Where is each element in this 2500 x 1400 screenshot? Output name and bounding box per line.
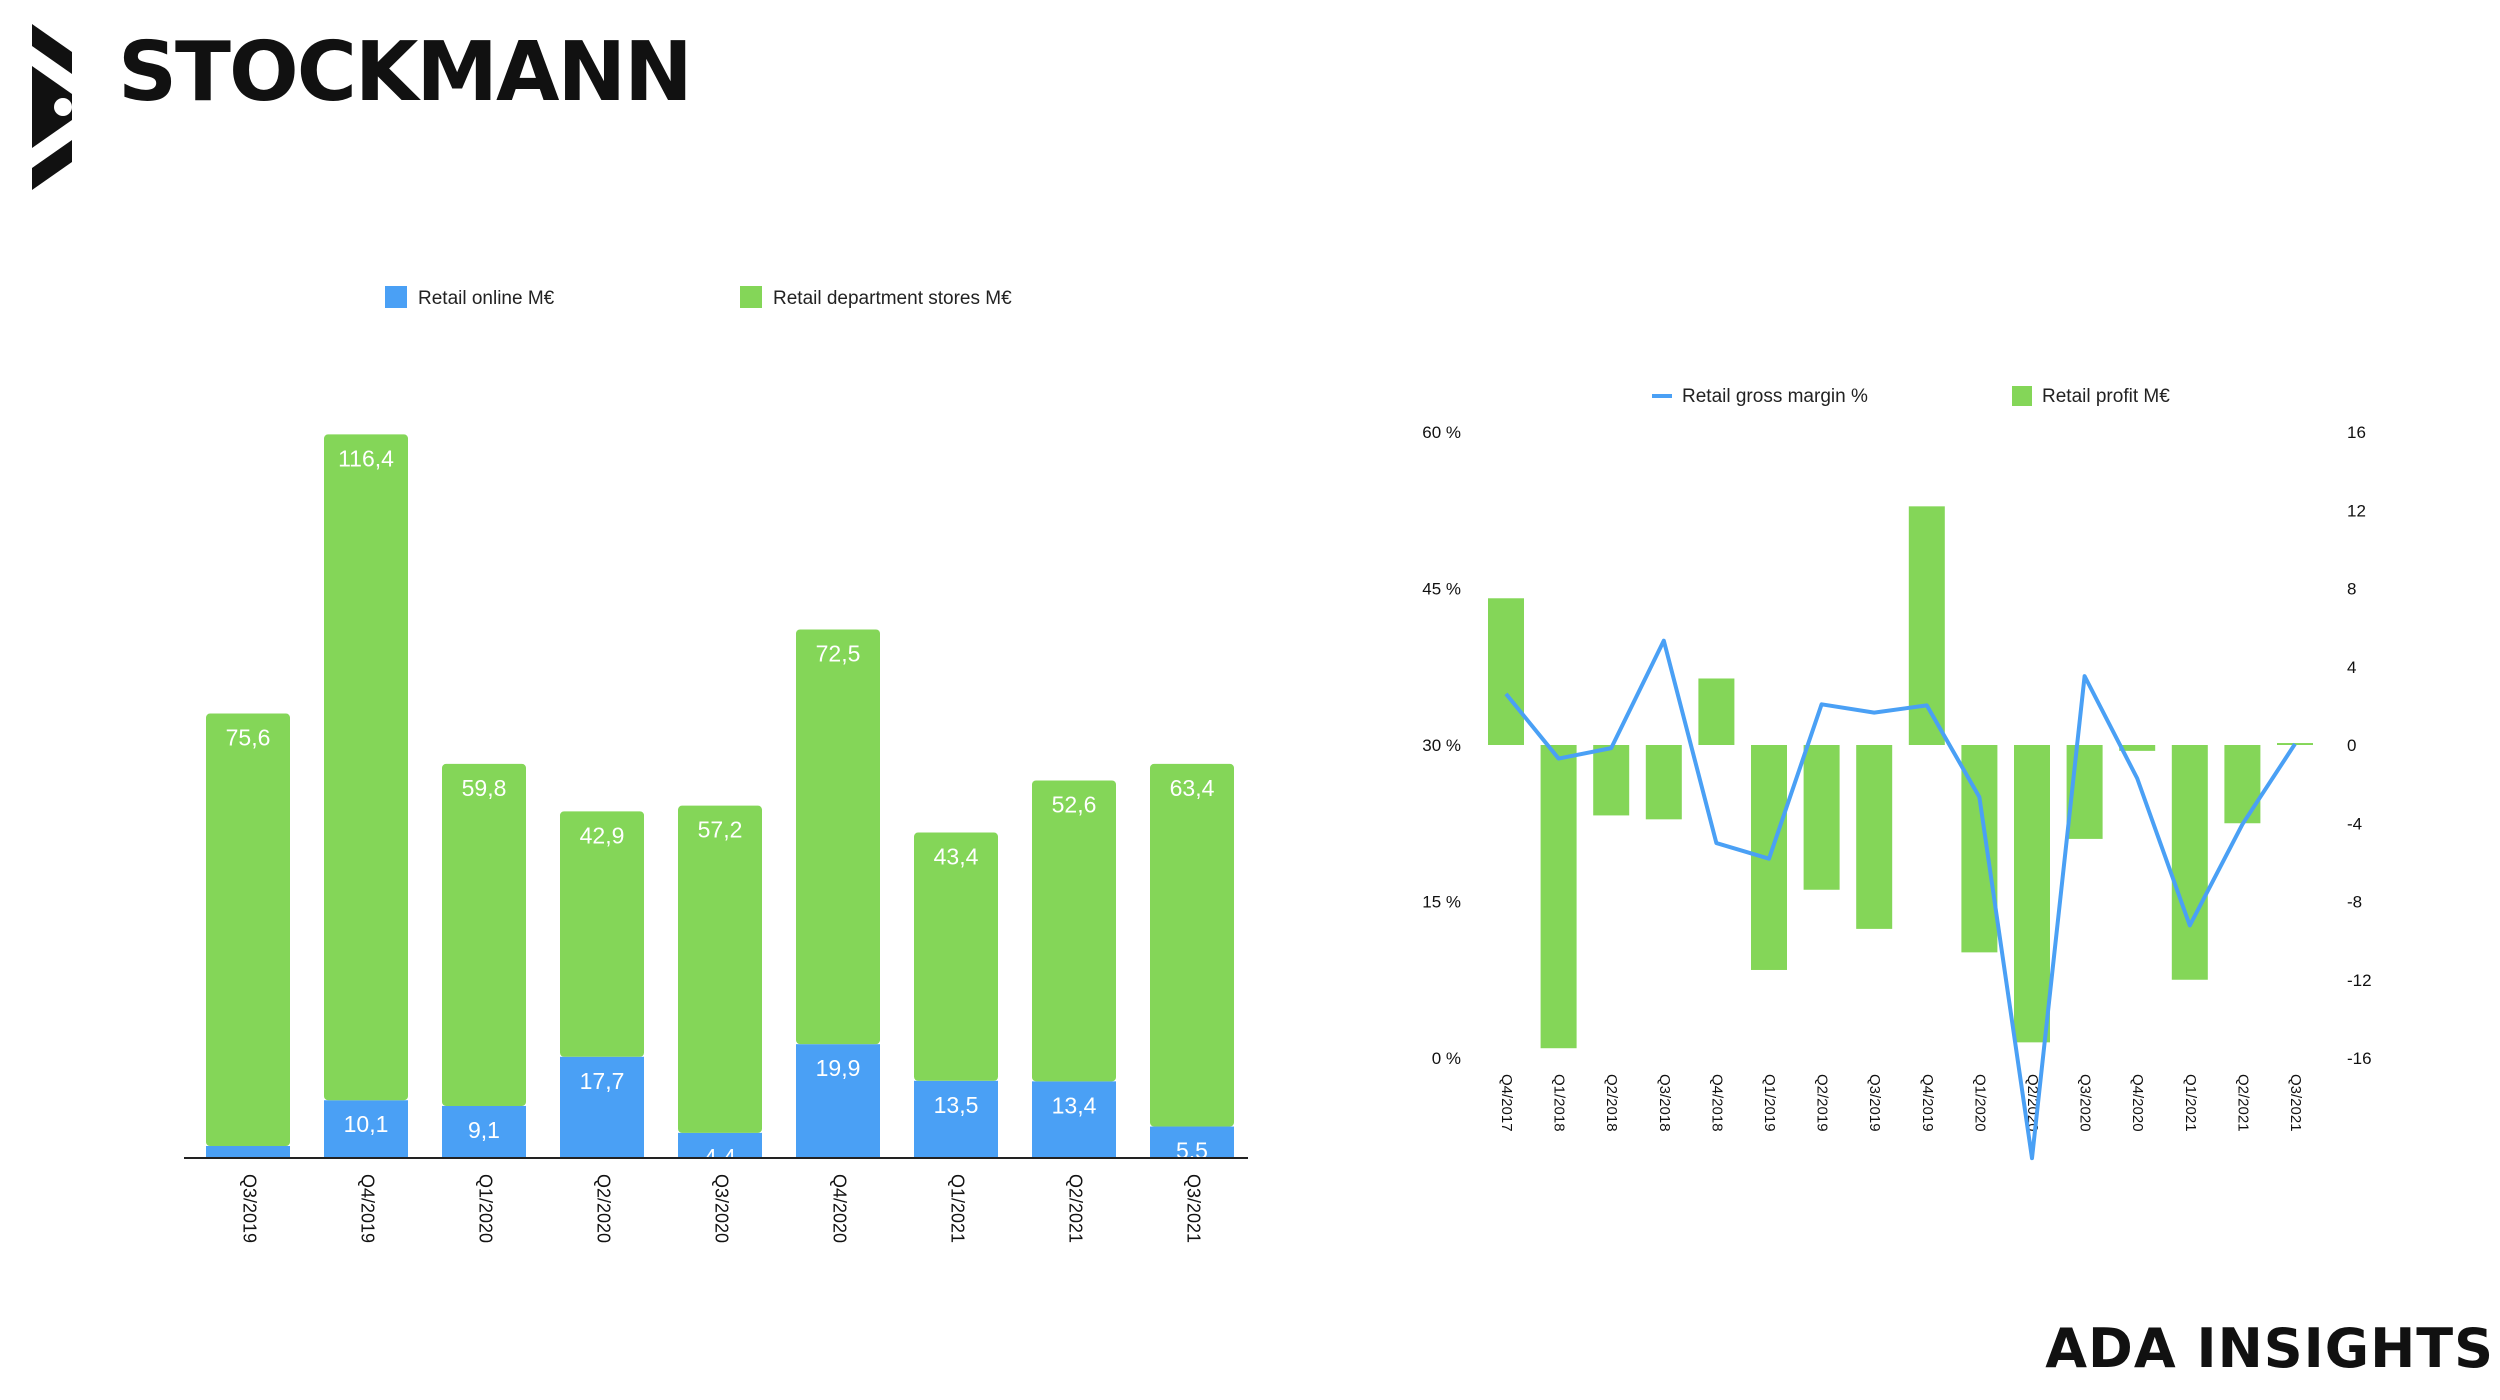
x-tick-label: Q3/2020 [711,1174,731,1243]
bar-profit [2119,745,2156,751]
x-tick-label: Q3/2020 [2077,1074,2094,1132]
legend-label-online: Retail online M€ [418,288,555,309]
bar-profit [2171,745,2208,980]
data-label-stores: 42,9 [580,822,625,848]
bar-profit [1803,745,1840,890]
bar-stores [796,629,880,1045]
bar-profit [1488,598,1524,745]
right-y-tick: -16 [2347,1049,2372,1068]
x-tick-label: Q3/2019 [239,1174,259,1243]
right-y-tick: -8 [2347,893,2362,912]
x-tick-label: Q2/2018 [1603,1074,1620,1132]
x-tick-label: Q3/2021 [2287,1074,2304,1132]
right-y-tick: 16 [2347,423,2366,442]
bar-profit [1645,745,1682,820]
bar-stores [914,832,998,1081]
data-label-online: 13,4 [1052,1092,1097,1118]
data-label-online: 9,1 [468,1117,500,1143]
retail-margin-profit-chart: Retail gross margin % Retail profit M€ 0 %… [1422,386,2372,1161]
bar-profit [1593,745,1630,816]
x-tick-label: Q4/2020 [2129,1074,2146,1132]
x-tick-label: Q3/2021 [1183,1174,1203,1243]
retail-sales-chart: Retail online M€ Retail department stores… [184,286,1248,1243]
right-y-tick: 8 [2347,580,2356,599]
bar-profit [1698,678,1735,745]
right-y-tick: -12 [2347,971,2372,990]
legend-label-margin: Retail gross margin % [1682,386,1868,407]
bar-stores [1032,780,1116,1082]
legend-label-stores: Retail department stores M€ [773,288,1012,309]
bar-online [442,1105,526,1158]
x-tick-label: Q4/2018 [1708,1074,1725,1132]
brand-name: STOCKMANN [118,25,693,120]
data-label-stores: 63,4 [1170,775,1215,801]
stockmann-logo-icon [32,24,72,190]
bar-online [678,1132,762,1158]
bar-online [914,1080,998,1158]
legend-swatch-online [385,286,407,308]
data-label-online: 19,9 [816,1055,861,1081]
bar-stores [206,713,290,1146]
bar-profit [2224,745,2261,824]
data-label-online: 17,7 [580,1068,625,1094]
data-label-stores: 72,5 [816,640,861,666]
x-tick-label: Q3/2018 [1656,1074,1673,1132]
left-y-tick: 15 % [1422,893,1461,912]
bar-profit [2014,745,2050,1043]
x-tick-label: Q1/2018 [1551,1074,1568,1132]
data-label-stores: 52,6 [1052,791,1097,817]
x-tick-label: Q2/2019 [1814,1074,1831,1132]
x-tick-label: Q2/2020 [593,1174,613,1243]
data-label-stores: 75,6 [226,725,271,751]
legend-swatch-profit [2012,386,2032,406]
bar-online [560,1056,644,1158]
bar-stores [1150,763,1234,1127]
right-y-tick: 4 [2347,658,2356,677]
bar-stores [324,434,408,1101]
left-y-tick: 0 % [1432,1049,1461,1068]
data-label-online: 2,1 [232,1157,264,1183]
left-y-tick: 45 % [1422,580,1461,599]
left-y-tick: 30 % [1422,736,1461,755]
bar-online [324,1100,408,1158]
bar-stores [678,805,762,1133]
right-y-tick: 12 [2347,501,2366,520]
bar-online [1032,1081,1116,1158]
x-tick-label: Q4/2019 [357,1174,377,1243]
x-tick-label: Q1/2019 [1761,1074,1778,1132]
x-tick-label: Q1/2020 [1971,1074,1988,1132]
x-tick-label: Q1/2020 [475,1174,495,1243]
x-tick-label: Q3/2019 [1866,1074,1883,1132]
bar-online [1150,1126,1234,1158]
x-tick-label: Q1/2021 [2182,1074,2199,1132]
data-label-online: 10,1 [344,1111,389,1137]
bar-profit [1856,745,1893,929]
bar-profit [1540,745,1577,1049]
left-y-tick: 60 % [1422,423,1461,442]
x-tick-label: Q2/2021 [1065,1174,1085,1243]
data-label-online: 5,5 [1176,1138,1208,1164]
x-tick-label: Q2/2021 [2234,1074,2251,1132]
x-tick-label: Q4/2017 [1498,1074,1515,1132]
legend-label-profit: Retail profit M€ [2042,386,2170,407]
bar-stores [560,811,644,1057]
legend-swatch-stores [740,286,762,308]
data-label-online: 13,5 [934,1092,979,1118]
line-gross-margin [1504,638,2297,1161]
data-label-stores: 116,4 [338,445,394,471]
data-label-stores: 43,4 [934,844,979,870]
bar-online [796,1044,880,1158]
x-tick-label: Q4/2019 [1919,1074,1936,1132]
x-tick-label: Q4/2020 [829,1174,849,1243]
x-tick-label: Q1/2021 [947,1174,967,1243]
bar-online [206,1145,290,1158]
data-label-stores: 57,2 [698,817,743,843]
ada-insights-footer: ADA INSIGHTS [2045,1317,2494,1380]
right-y-tick: -4 [2347,814,2362,833]
data-label-online: 4,4 [704,1144,736,1170]
bar-stores [442,763,526,1106]
right-y-tick: 0 [2347,736,2356,755]
data-label-stores: 59,8 [462,775,507,801]
